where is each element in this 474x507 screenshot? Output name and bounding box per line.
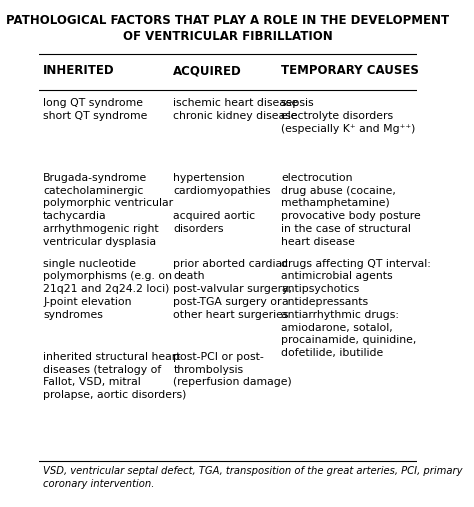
Text: sepsis
electrolyte disorders
(especially K⁺ and Mg⁺⁺): sepsis electrolyte disorders (especially… xyxy=(281,98,415,134)
Text: PATHOLOGICAL FACTORS THAT PLAY A ROLE IN THE DEVELOPMENT
OF VENTRICULAR FIBRILLA: PATHOLOGICAL FACTORS THAT PLAY A ROLE IN… xyxy=(7,14,450,43)
Text: inherited structural heart
diseases (tetralogy of
Fallot, VSD, mitral
prolapse, : inherited structural heart diseases (tet… xyxy=(43,352,186,400)
Text: ischemic heart disease
chronic kidney disease: ischemic heart disease chronic kidney di… xyxy=(173,98,299,121)
Text: drugs affecting QT interval:
antimicrobial agents
antipsychotics
antidepressants: drugs affecting QT interval: antimicrobi… xyxy=(281,259,431,358)
Text: VSD, ventricular septal defect, TGA, transposition of the great arteries, PCI, p: VSD, ventricular septal defect, TGA, tra… xyxy=(43,466,463,489)
Text: prior aborted cardiac
death
post-valvular surgery,
post-TGA surgery or
other hea: prior aborted cardiac death post-valvula… xyxy=(173,259,292,320)
Text: INHERITED: INHERITED xyxy=(43,64,115,78)
Text: hypertension
cardiomyopathies

acquired aortic
disorders: hypertension cardiomyopathies acquired a… xyxy=(173,173,271,234)
Text: ACQUIRED: ACQUIRED xyxy=(173,64,242,78)
Text: TEMPORARY CAUSES: TEMPORARY CAUSES xyxy=(281,64,419,78)
Text: single nucleotide
polymorphisms (e.g. on
21q21 and 2q24.2 loci)
J-point elevatio: single nucleotide polymorphisms (e.g. on… xyxy=(43,259,172,320)
Text: long QT syndrome
short QT syndrome: long QT syndrome short QT syndrome xyxy=(43,98,147,121)
Text: electrocution
drug abuse (cocaine,
methamphetamine)
provocative body posture
in : electrocution drug abuse (cocaine, metha… xyxy=(281,173,420,247)
Text: post-PCI or post-
thrombolysis
(reperfusion damage): post-PCI or post- thrombolysis (reperfus… xyxy=(173,352,292,387)
Text: Brugada-syndrome
catecholaminergic
polymorphic ventricular
tachycardia
arrhythmo: Brugada-syndrome catecholaminergic polym… xyxy=(43,173,173,247)
